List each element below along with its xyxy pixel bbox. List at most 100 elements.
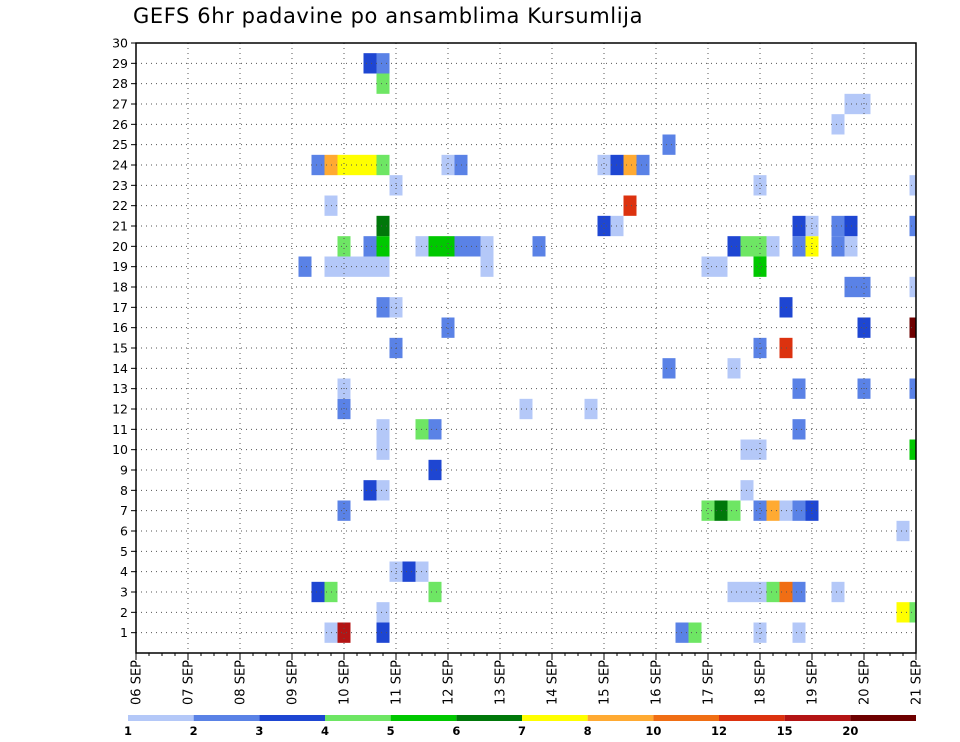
y-tick-label: 9 [120, 463, 128, 478]
heatmap-cell [831, 114, 845, 135]
y-tick-label: 24 [112, 158, 128, 173]
y-tick-label: 4 [120, 564, 128, 579]
heatmap-cell [727, 358, 741, 379]
x-tick-label: 17 SEP [702, 660, 717, 705]
colorbar-label: 4 [321, 724, 329, 738]
colorbar-label: 7 [518, 724, 526, 738]
colorbar-swatch [325, 715, 391, 721]
heatmap-cell [753, 439, 767, 460]
heatmap-cell [441, 236, 455, 257]
heatmap-cell [766, 581, 780, 603]
colorbar-label: 15 [777, 724, 793, 738]
y-tick-label: 16 [112, 320, 128, 335]
heatmap-cell [753, 256, 767, 277]
heatmap-cell [792, 236, 806, 257]
colorbar-swatch [784, 715, 851, 721]
colorbar-swatch [128, 715, 194, 721]
heatmap-cell [376, 439, 390, 460]
x-tick-label: 15 SEP [598, 660, 613, 705]
heatmap-cell [363, 53, 377, 74]
colorbar-swatch [522, 715, 588, 721]
heatmap-cell [428, 419, 442, 440]
heatmap-cell [428, 236, 442, 257]
colorbar-label: 1 [124, 724, 132, 738]
chart-title: GEFS 6hr padavine po ansamblima Kursumli… [133, 4, 644, 28]
x-tick-label: 16 SEP [650, 660, 665, 705]
colorbar-label: 3 [255, 724, 263, 738]
heatmap-cell [909, 175, 916, 196]
heatmap-cell [376, 73, 390, 94]
heatmap-cell [532, 236, 546, 257]
colorbar-swatch [456, 715, 522, 721]
colorbar-swatch [259, 715, 325, 721]
y-tick-label: 22 [112, 198, 128, 213]
y-tick-label: 1 [120, 625, 128, 640]
heatmap-cell [753, 500, 767, 521]
y-tick-label: 14 [112, 361, 128, 376]
y-tick-label: 5 [120, 544, 128, 559]
heatmap-cell [376, 215, 390, 237]
y-tick-label: 27 [112, 97, 128, 112]
y-tick-label: 7 [120, 503, 128, 518]
heatmap-cell [376, 622, 390, 643]
colorbar-swatch [653, 715, 719, 721]
heatmap-cell [727, 581, 741, 603]
heatmap-cell [909, 602, 916, 623]
heatmap-cell [727, 236, 741, 257]
heatmap-cell [467, 236, 481, 257]
heatmap-cell [363, 154, 377, 176]
heatmap-cell [831, 236, 845, 257]
heatmap-cell [753, 622, 767, 643]
x-tick-label: 18 SEP [754, 660, 769, 705]
y-tick-label: 25 [112, 137, 128, 152]
y-tick-label: 30 [112, 36, 128, 51]
colorbar-label: 20 [842, 724, 858, 738]
heatmap-cell [753, 175, 767, 196]
x-tick-label: 13 SEP [494, 660, 509, 705]
heatmap-cell [909, 439, 916, 460]
heatmap-cell [753, 581, 767, 603]
heatmap-cell [311, 581, 325, 603]
heatmap-cell [909, 215, 916, 237]
heatmap-cell [909, 378, 916, 399]
x-tick-label: 09 SEP [286, 660, 301, 705]
heatmap-cell [766, 500, 780, 521]
y-tick-label: 15 [112, 341, 128, 356]
colorbar-label: 2 [190, 724, 198, 738]
heatmap-cell [597, 154, 611, 176]
heatmap-cell [792, 581, 806, 603]
y-tick-label: 18 [112, 280, 128, 295]
heatmap-cell [337, 236, 351, 257]
heatmap-cell [896, 602, 910, 623]
y-tick-label: 26 [112, 117, 128, 132]
x-tick-label: 10 SEP [338, 660, 353, 705]
x-tick-label: 14 SEP [546, 660, 561, 705]
y-tick-label: 28 [112, 76, 128, 91]
heatmap-cell [363, 236, 377, 257]
y-tick-label: 3 [120, 585, 128, 600]
heatmap-cell [662, 358, 676, 379]
heatmap-cell [857, 276, 871, 298]
heatmap-cell [792, 215, 806, 237]
heatmap-cell [376, 297, 390, 318]
heatmap-cell [792, 378, 806, 399]
colorbar-label: 6 [452, 724, 460, 738]
heatmap-cell [363, 480, 377, 501]
heatmap-cell [792, 419, 806, 440]
heatmap-cell [831, 581, 845, 603]
heatmap-cell [766, 236, 780, 257]
y-tick-label: 29 [112, 56, 128, 71]
x-tick-label: 11 SEP [390, 660, 405, 705]
heatmap-cell [441, 154, 455, 176]
x-tick-label: 20 SEP [858, 660, 873, 705]
y-tick-label: 10 [112, 442, 128, 457]
heatmap-cell [857, 317, 871, 338]
heatmap-cell [792, 500, 806, 521]
heatmap-cell [831, 215, 845, 237]
y-tick-label: 8 [120, 483, 128, 498]
y-tick-label: 2 [120, 605, 128, 620]
heatmap-cell [727, 500, 741, 521]
heatmap-cell [701, 256, 715, 277]
heatmap-cell [701, 500, 715, 521]
